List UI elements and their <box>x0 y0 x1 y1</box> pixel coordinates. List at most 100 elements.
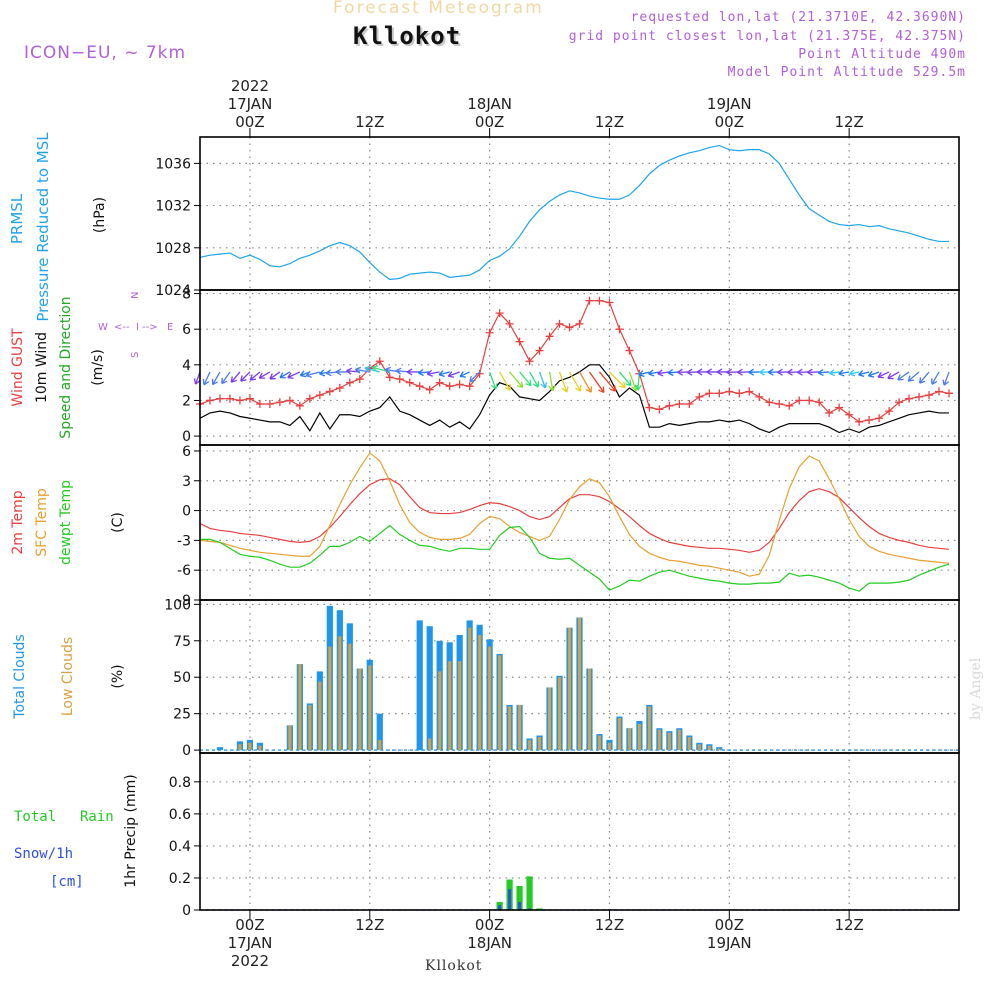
bar-secondary <box>637 723 641 751</box>
wind-arrow <box>726 368 740 376</box>
gust-marker <box>835 403 844 412</box>
y-tick-label: 2 <box>182 393 191 409</box>
gust-marker <box>325 387 334 396</box>
wind-arrow <box>548 371 556 392</box>
gust-marker <box>435 378 444 387</box>
bar-secondary <box>348 643 352 751</box>
gust-marker <box>345 378 354 387</box>
gust-marker <box>555 319 564 328</box>
bottom-time-label: 18JAN <box>467 934 512 952</box>
gust-marker <box>265 400 274 409</box>
wind-arrow <box>364 365 380 373</box>
gust-marker <box>655 405 664 414</box>
gust-marker <box>595 296 604 305</box>
wind-arrow <box>931 371 940 385</box>
gust-marker <box>875 414 884 423</box>
compass-right: --> <box>142 322 158 333</box>
pressure-line <box>199 144 950 281</box>
wind-arrow <box>354 366 370 374</box>
bar-secondary <box>248 742 252 751</box>
y-tick-label: 0.6 <box>169 807 191 823</box>
gust-marker <box>885 407 894 416</box>
wind-arrow <box>919 371 930 384</box>
gust-marker <box>755 392 764 401</box>
gust-marker <box>775 400 784 409</box>
compass-e: E <box>167 322 173 333</box>
gust-marker <box>205 396 214 405</box>
axis-label: Total Clouds <box>12 634 28 719</box>
wind-arrow <box>406 368 420 376</box>
bar-secondary <box>597 735 601 751</box>
legend-total: Total <box>14 809 57 825</box>
wind-arrow <box>287 371 301 379</box>
gust-marker <box>535 346 544 355</box>
panel-clouds <box>194 599 960 754</box>
bar-secondary <box>518 901 522 910</box>
location-title: Kllokot <box>353 22 462 50</box>
panel-frame <box>199 136 960 291</box>
bar-secondary <box>548 687 552 751</box>
gust-marker <box>715 389 724 398</box>
wind-arrow <box>426 369 440 377</box>
grid-point-coords: grid point closest lon,lat (21.375E, 42.… <box>568 29 966 44</box>
gust-marker <box>285 396 294 405</box>
bar-secondary <box>627 728 631 751</box>
model-point-altitude: Model Point Altitude 529.5m <box>727 65 966 80</box>
gust-marker <box>915 392 924 401</box>
axis-label-prmsl: PRMSL <box>8 193 26 244</box>
top-time-label: 00Z <box>475 113 504 131</box>
gust-marker <box>745 387 754 396</box>
wind-arrow <box>838 369 850 377</box>
bar-total <box>516 885 523 910</box>
gust-marker <box>785 401 794 410</box>
bar-secondary <box>498 905 502 910</box>
gust-marker <box>355 375 364 384</box>
y-tick-label: 75 <box>173 634 191 650</box>
wind-arrow <box>568 371 582 392</box>
wind-arrow <box>202 371 211 386</box>
y-tick-label: 0 <box>182 504 191 520</box>
y-tick-label: 25 <box>173 707 191 723</box>
y-tick-label: -9 <box>177 593 191 609</box>
gust-marker <box>585 296 594 305</box>
gust-marker <box>935 387 944 396</box>
bar-secondary <box>677 729 681 751</box>
panel-precip <box>194 752 960 911</box>
gust-marker <box>765 398 774 407</box>
wind-arrow <box>598 371 617 392</box>
y-tick-label: 0 <box>182 743 191 759</box>
gust-marker <box>865 416 874 425</box>
bar-secondary <box>647 706 651 751</box>
requested-coords: requested lon,lat (21.3710E, 42.3690N) <box>630 10 966 25</box>
axis-unit: (C) <box>110 512 126 533</box>
wind-arrow <box>558 371 569 393</box>
compass-left: <-- <box>114 322 130 333</box>
gust-marker <box>605 298 614 307</box>
gust-marker <box>855 417 864 426</box>
top-time-label: 18JAN <box>467 95 512 113</box>
bottom-time-label: 00Z <box>475 916 504 934</box>
gust-marker <box>925 391 934 400</box>
y-tick-label: 1036 <box>155 156 191 172</box>
compass-s: S <box>130 352 141 358</box>
bottom-time-label: 17JAN <box>228 934 273 952</box>
y-tick-label: 1024 <box>155 283 191 299</box>
wind-arrow <box>249 371 261 381</box>
gust-marker <box>305 394 314 403</box>
wind-arrow <box>807 368 820 376</box>
gust-marker <box>465 382 474 391</box>
model-label: ICON−EU, ~ 7km <box>24 43 187 63</box>
wind-arrow <box>849 369 860 377</box>
credit-watermark: by Angel <box>968 657 984 720</box>
gust-marker <box>695 392 704 401</box>
panel-wind <box>193 289 960 446</box>
wind-arrow <box>829 369 840 377</box>
bar-secondary <box>617 718 621 751</box>
wind-arrow <box>499 371 511 391</box>
wind-arrow <box>907 371 920 382</box>
wind-arrow <box>538 371 548 389</box>
axis-unit: (m/s) <box>90 349 106 386</box>
axis-label: Wind GUST <box>10 328 26 407</box>
top-time-label: 00Z <box>235 113 264 131</box>
